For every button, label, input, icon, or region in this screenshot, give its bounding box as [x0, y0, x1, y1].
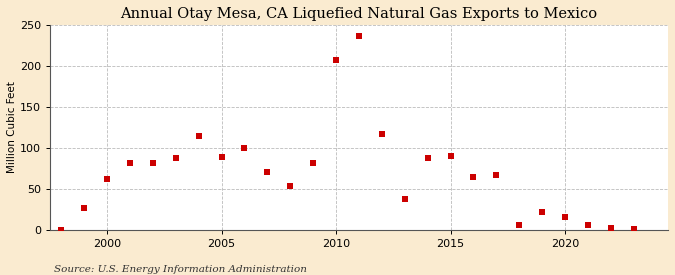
Y-axis label: Million Cubic Feet: Million Cubic Feet: [7, 81, 17, 173]
Point: [377, 132, 387, 136]
Title: Annual Otay Mesa, CA Liquefied Natural Gas Exports to Mexico: Annual Otay Mesa, CA Liquefied Natural G…: [120, 7, 597, 21]
Point: [583, 223, 593, 227]
Point: [285, 184, 296, 189]
Point: [148, 160, 159, 165]
Point: [468, 174, 479, 179]
Point: [56, 228, 67, 232]
Point: [308, 160, 319, 165]
Point: [331, 58, 342, 62]
Point: [445, 154, 456, 158]
Point: [537, 210, 547, 214]
Point: [170, 155, 181, 160]
Point: [491, 173, 502, 177]
Point: [216, 155, 227, 159]
Point: [125, 160, 136, 165]
Point: [423, 155, 433, 160]
Point: [354, 34, 364, 39]
Point: [239, 146, 250, 150]
Point: [193, 133, 204, 138]
Text: Source: U.S. Energy Information Administration: Source: U.S. Energy Information Administ…: [54, 265, 307, 274]
Point: [102, 177, 113, 181]
Point: [262, 170, 273, 175]
Point: [400, 197, 410, 202]
Point: [79, 206, 90, 211]
Point: [605, 226, 616, 230]
Point: [560, 214, 570, 219]
Point: [514, 223, 524, 227]
Point: [628, 227, 639, 231]
